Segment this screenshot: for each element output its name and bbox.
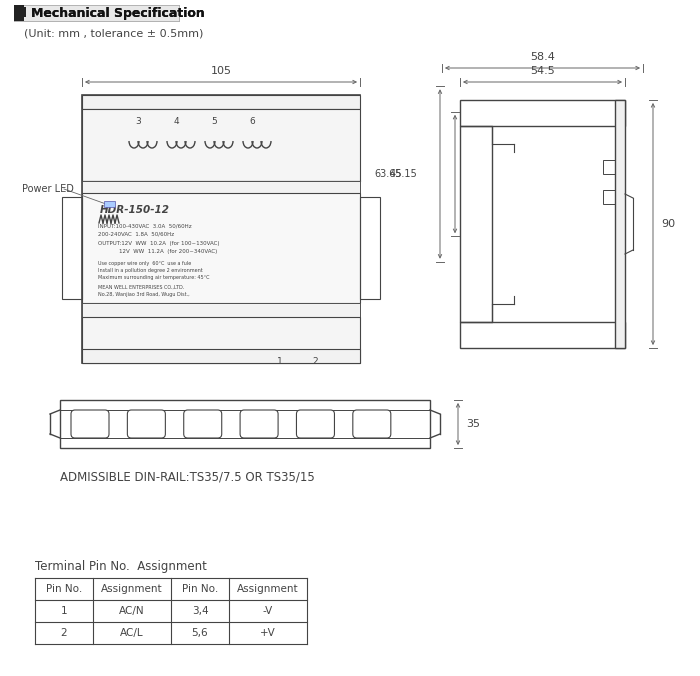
Text: 35: 35 <box>466 419 480 429</box>
Bar <box>460 322 625 348</box>
Text: Mechanical Specification: Mechanical Specification <box>31 7 204 20</box>
Bar <box>14 5 24 21</box>
Text: Terminal Pin No.  Assignment: Terminal Pin No. Assignment <box>35 560 207 573</box>
Bar <box>82 109 360 181</box>
Text: 4: 4 <box>173 116 178 126</box>
Text: Mechanical Specification: Mechanical Specification <box>31 7 204 20</box>
Text: 5,6: 5,6 <box>192 628 209 638</box>
Text: -V: -V <box>263 606 273 616</box>
Bar <box>82 317 360 363</box>
Text: Power LED: Power LED <box>22 184 74 194</box>
FancyBboxPatch shape <box>353 410 391 438</box>
Text: ADMISSIBLE DIN-RAIL:TS35/7.5 OR TS35/15: ADMISSIBLE DIN-RAIL:TS35/7.5 OR TS35/15 <box>60 470 315 483</box>
Text: Assignment: Assignment <box>237 584 299 594</box>
Text: Pin No.: Pin No. <box>46 584 82 594</box>
Bar <box>82 181 360 193</box>
Text: Use copper wire only  60°C  use a fule: Use copper wire only 60°C use a fule <box>98 261 191 266</box>
Text: AC/N: AC/N <box>119 606 145 616</box>
Text: (Unit: mm , tolerance ± 0.5mm): (Unit: mm , tolerance ± 0.5mm) <box>24 28 204 38</box>
Text: OUTPUT:12V  WW  10.2A  (for 100~130VAC): OUTPUT:12V WW 10.2A (for 100~130VAC) <box>98 241 220 246</box>
Bar <box>82 95 360 363</box>
FancyBboxPatch shape <box>183 410 222 438</box>
Text: 200-240VAC  1.8A  50/60Hz: 200-240VAC 1.8A 50/60Hz <box>98 232 174 237</box>
Bar <box>62 197 82 299</box>
Text: Assignment: Assignment <box>102 584 163 594</box>
Text: 3,4: 3,4 <box>192 606 209 616</box>
Bar <box>615 100 625 348</box>
Text: HDR-150-12: HDR-150-12 <box>100 205 170 215</box>
FancyBboxPatch shape <box>71 410 109 438</box>
Bar <box>14 5 179 21</box>
Bar <box>60 400 430 448</box>
Bar <box>14 5 179 21</box>
Bar <box>14 5 179 21</box>
Bar <box>14 5 179 21</box>
Text: No.28, Wanjiao 3rd Road, Wugu Dist.,: No.28, Wanjiao 3rd Road, Wugu Dist., <box>98 292 190 297</box>
Text: Mechanical Specification: Mechanical Specification <box>31 7 204 20</box>
Text: 6: 6 <box>249 116 255 126</box>
Bar <box>603 190 615 204</box>
FancyBboxPatch shape <box>240 410 278 438</box>
Bar <box>460 126 492 322</box>
Bar <box>460 100 625 126</box>
FancyBboxPatch shape <box>297 410 335 438</box>
Bar <box>16 7 26 17</box>
Text: 105: 105 <box>211 66 232 76</box>
Bar <box>603 160 615 174</box>
Bar <box>360 197 380 299</box>
Text: 2: 2 <box>61 628 67 638</box>
Text: 12V  WW  11.2A  (for 200~340VAC): 12V WW 11.2A (for 200~340VAC) <box>98 249 217 254</box>
Text: 90: 90 <box>661 219 675 229</box>
Text: 45.15: 45.15 <box>389 169 417 179</box>
Bar <box>82 95 360 109</box>
Text: 1: 1 <box>277 357 283 366</box>
Bar <box>82 303 360 317</box>
Text: Pin No.: Pin No. <box>182 584 218 594</box>
FancyBboxPatch shape <box>127 410 165 438</box>
Text: 54.5: 54.5 <box>530 66 555 76</box>
Bar <box>82 349 360 363</box>
Text: MEAN WELL ENTERPRISES CO.,LTD.: MEAN WELL ENTERPRISES CO.,LTD. <box>98 285 184 290</box>
Bar <box>104 201 115 207</box>
Text: +V: +V <box>260 628 276 638</box>
Text: 2: 2 <box>312 357 318 366</box>
Text: INPUT:100-430VAC  3.0A  50/60Hz: INPUT:100-430VAC 3.0A 50/60Hz <box>98 224 192 229</box>
Text: 58.4: 58.4 <box>530 52 555 62</box>
Text: Maximum surrounding air temperature: 45°C: Maximum surrounding air temperature: 45°… <box>98 275 209 280</box>
Text: 3: 3 <box>135 116 141 126</box>
Text: Install in a pollution degree 2 environment: Install in a pollution degree 2 environm… <box>98 268 203 273</box>
Text: AC/L: AC/L <box>120 628 144 638</box>
Text: 1: 1 <box>61 606 67 616</box>
Text: 5: 5 <box>211 116 217 126</box>
Bar <box>82 193 360 303</box>
Text: 63.65: 63.65 <box>374 169 402 179</box>
